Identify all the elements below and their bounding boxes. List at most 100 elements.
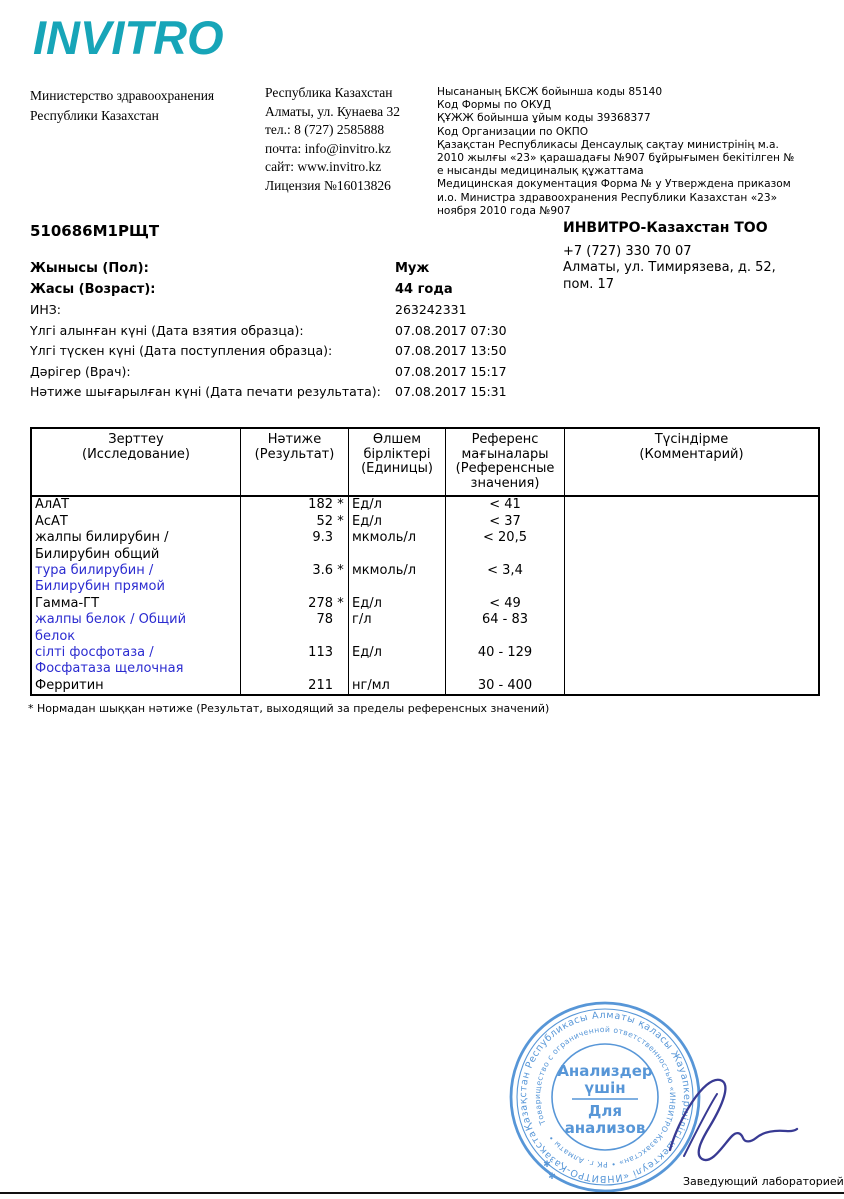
stamp-asterisk: ✱ <box>548 1172 556 1182</box>
col-header-result: Нәтиже (Результат) <box>241 429 349 496</box>
result-cell: 9.3 <box>241 530 349 563</box>
patient-value: 07.08.2017 13:50 <box>395 343 507 358</box>
patient-row-sample-taken: Үлгі алынған күні (Дата взятия образца):… <box>30 323 800 344</box>
page-bottom-rule <box>0 1192 844 1194</box>
comment-cell <box>565 530 818 563</box>
patient-row-age: Жасы (Возраст): 44 года <box>30 282 800 303</box>
test-name-cell: АлАТ <box>32 497 241 514</box>
results-table-header: Зерттеу (Исследование) Нәтиже (Результат… <box>32 429 818 498</box>
reference-cell: < 3,4 <box>446 563 565 596</box>
result-value: 278 <box>308 595 333 611</box>
reference-cell: < 37 <box>446 513 565 531</box>
comment-cell <box>565 645 818 678</box>
patient-label: Дәрігер (Врач): <box>30 363 131 379</box>
test-name-cell: АсАТ <box>32 513 241 531</box>
ministry-block: Министерство здравоохранения Республики … <box>30 88 215 123</box>
patient-value: 07.08.2017 15:17 <box>395 363 507 379</box>
comment-cell <box>565 612 818 645</box>
signatory-title: Заведующий лабораторией <box>683 1175 844 1188</box>
result-value: 113 <box>308 645 333 661</box>
patient-row-sex: Жынысы (Пол): Муж <box>30 261 800 282</box>
out-of-range-flag: * <box>337 497 344 513</box>
comment-cell <box>565 514 818 530</box>
table-row: сілті фосфотаза / Фосфатаза щелочная 113… <box>32 645 818 678</box>
patient-label: Жасы (Возраст): <box>30 281 156 297</box>
patient-label: Нәтиже шығарылған күні (Дата печати резу… <box>30 384 381 399</box>
unit-cell: Ед/л <box>349 645 446 678</box>
stamp-center-line1: Анализдер <box>557 1062 653 1080</box>
table-row: жалпы белок / Общий белок 78 г/л 64 - 83 <box>32 612 818 646</box>
lab-stamp: Қазақстан Республикасы Алматы қаласы Жау… <box>498 998 713 1196</box>
patient-value: 07.08.2017 07:30 <box>395 322 507 338</box>
result-value: 52 <box>316 513 333 529</box>
table-row: Гамма-ГТ 278 * Ед/л < 49 <box>32 595 818 613</box>
result-cell: 211 <box>241 677 349 695</box>
lab-info-block: ИНВИТРО-Казахстан ТОО +7 (727) 330 70 07… <box>563 220 823 293</box>
patient-label: Үлгі түскен күні (Дата поступления образ… <box>30 343 333 358</box>
out-of-range-flag: * <box>337 563 344 578</box>
results-table: Зерттеу (Исследование) Нәтиже (Результат… <box>30 427 820 697</box>
stamp-center-line3: Для <box>588 1102 622 1120</box>
col-header-reference: Референс мағыналары (Референсные значени… <box>446 429 565 496</box>
comment-cell <box>565 563 818 596</box>
result-value: 211 <box>308 677 333 693</box>
result-cell: 182 * <box>241 497 349 514</box>
result-cell: 113 <box>241 645 349 678</box>
patient-value: 07.08.2017 15:31 <box>395 384 507 399</box>
comment-cell <box>565 678 818 694</box>
reference-cell: 64 - 83 <box>446 612 565 646</box>
reference-cell: 40 - 129 <box>446 645 565 678</box>
unit-cell: мкмоль/л <box>349 563 446 596</box>
signature-handwriting <box>668 1078 799 1162</box>
patient-info: Жынысы (Пол): Муж Жасы (Возраст): 44 год… <box>30 261 800 405</box>
unit-cell: мкмоль/л <box>349 530 446 563</box>
stamp-asterisk: ✱ <box>543 1160 551 1170</box>
unit-cell: Ед/л <box>349 497 446 514</box>
patient-value: 44 года <box>395 281 453 297</box>
invitro-logo: INVITRO <box>33 11 224 64</box>
table-row: Ферритин 211 нг/мл 30 - 400 <box>32 677 818 695</box>
result-value: 78 <box>316 612 333 628</box>
patient-value: Муж <box>395 261 430 276</box>
lab-contact-block: Республика Казахстан Алматы, ул. Кунаева… <box>265 85 400 193</box>
test-name-cell: Гамма-ГТ <box>32 595 241 613</box>
test-name-link[interactable]: сілті фосфотаза / Фосфатаза щелочная <box>32 645 241 678</box>
col-header-comment: Түсіндірме (Комментарий) <box>639 432 744 462</box>
table-row: тура билирубин / Билирубин прямой 3.6 * м… <box>32 563 818 596</box>
unit-cell: нг/мл <box>349 677 446 695</box>
result-value: 9.3 <box>312 530 333 546</box>
col-header-units: Өлшем бірліктері (Единицы) <box>349 429 446 496</box>
patient-row-sample-received: Үлгі түскен күні (Дата поступления образ… <box>30 343 800 364</box>
patient-label: ИНЗ: <box>30 302 61 317</box>
result-cell: 3.6 * <box>241 563 349 596</box>
out-of-range-flag: * <box>337 595 344 611</box>
reference-cell: < 41 <box>446 497 565 514</box>
result-cell: 52 * <box>241 513 349 531</box>
lab-name: ИНВИТРО-Казахстан ТОО <box>563 220 768 236</box>
order-id: 510686М1РЩТ <box>30 222 160 240</box>
out-of-range-flag: * <box>337 513 344 529</box>
stamp-center-line4: анализов <box>565 1119 646 1137</box>
unit-cell: Ед/л <box>349 513 446 531</box>
table-row: АлАТ 182 * Ед/л < 41 <box>32 497 818 514</box>
reference-cell: < 20,5 <box>446 530 565 563</box>
patient-label: Жынысы (Пол): <box>30 261 149 276</box>
form-codes-block: Нысананың БКСЖ бойынша коды 85140 Код Фо… <box>437 86 795 217</box>
reference-cell: < 49 <box>446 595 565 613</box>
result-value: 3.6 <box>312 563 333 578</box>
table-row: АсАТ 52 * Ед/л < 37 <box>32 513 818 531</box>
col-header-test: Зерттеу (Исследование) <box>32 429 241 496</box>
signature-caption: Заведующий лабораторией Акшалова Г.С. <box>683 1152 844 1199</box>
test-name-link[interactable]: жалпы белок / Общий белок <box>32 612 241 646</box>
patient-label: Үлгі алынған күні (Дата взятия образца): <box>30 322 304 338</box>
comment-cell <box>565 497 818 513</box>
test-name-cell: Ферритин <box>32 677 241 695</box>
test-name-link[interactable]: тура билирубин / Билирубин прямой <box>32 563 241 596</box>
reference-cell: 30 - 400 <box>446 677 565 695</box>
result-cell: 278 * <box>241 595 349 613</box>
out-of-range-footnote: * Нормадан шыққан нәтиже (Результат, вых… <box>28 702 550 715</box>
patient-row-doctor: Дәрігер (Врач): 07.08.2017 15:17 <box>30 364 800 385</box>
result-cell: 78 <box>241 612 349 646</box>
test-name-cell: жалпы билирубин / Билирубин общий <box>32 530 241 563</box>
